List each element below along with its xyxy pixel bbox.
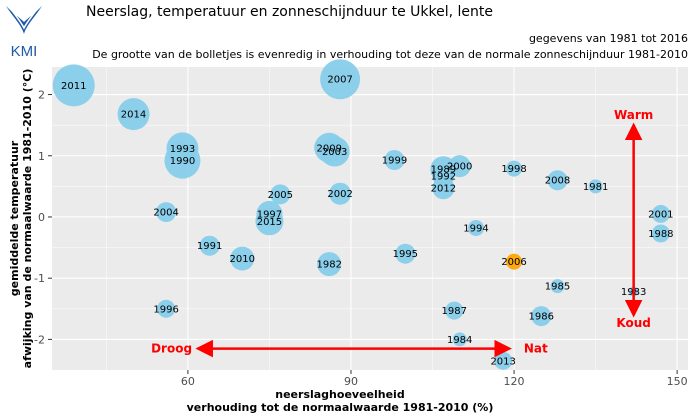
annotation-warm: Warm (614, 108, 653, 122)
bubble-label-1987: 1987 (442, 306, 467, 317)
bubble-2004 (156, 202, 177, 223)
bubble-2014 (117, 98, 150, 131)
bubble-label-2009: 2009 (317, 143, 342, 154)
bubble-2006 (506, 253, 523, 270)
bubble-1995 (395, 243, 416, 264)
bubble-2005 (270, 184, 291, 205)
bubble-label-1999: 1999 (382, 156, 407, 167)
bubble-label-2015: 2015 (257, 217, 282, 228)
bubble-label-1988: 1988 (648, 229, 673, 240)
bubble-1987 (445, 301, 464, 320)
grid-major (52, 67, 688, 370)
bubble-label-1985: 1985 (545, 282, 570, 293)
bubble-2003 (319, 136, 350, 167)
x-axis-ticks: 60 90 120 150 (181, 370, 688, 388)
bubble-1988 (651, 224, 670, 243)
y-tick-label: 0 (38, 211, 45, 224)
x-tick-label: 120 (504, 375, 525, 388)
bubble-label-1982: 1982 (317, 260, 342, 271)
bubble-1985 (550, 279, 565, 294)
x-axis-title-line1: neerslaghoeveelheid (275, 388, 404, 401)
bubble-2010 (230, 246, 255, 271)
annotation-arrows: Warm Koud Droog Nat (151, 108, 653, 358)
bubble-label-2012: 2012 (431, 184, 456, 195)
bubble-2001 (651, 204, 670, 223)
bubble-1998 (506, 160, 523, 177)
bubble-label-1984: 1984 (447, 335, 472, 346)
grid-minor (52, 67, 688, 370)
y-tick-label: -1 (34, 272, 45, 285)
bubble-label-1991: 1991 (197, 241, 222, 252)
bubble-label-2005: 2005 (268, 190, 293, 201)
bubble-label-1997: 1997 (257, 209, 282, 220)
bubble-2008 (547, 170, 568, 191)
bubble-1996 (157, 299, 176, 318)
bubble-label-2002: 2002 (327, 189, 352, 200)
kmi-logo: KMI (4, 4, 44, 60)
x-tick-label: 60 (181, 375, 195, 388)
annotation-droog: Droog (151, 342, 192, 356)
bubble-label-2006: 2006 (501, 257, 526, 268)
bubble-label-1998: 1998 (501, 164, 526, 175)
y-axis-title-line2: afwijking van de normaalwaarde 1981-2010… (21, 69, 34, 369)
chart-subtitle-bubble-note: De grootte van de bolletjes is evenredig… (92, 48, 688, 61)
bubble-label-2010: 2010 (230, 254, 255, 265)
chart-title: Neerslag, temperatuur en zonneschijnduur… (86, 4, 493, 20)
bubble-label-2007: 2007 (327, 75, 352, 86)
y-axis-ticks: -2 -1 0 1 2 (34, 89, 52, 346)
bubble-label-1981: 1981 (583, 182, 608, 193)
bubble-label-1990: 1990 (170, 156, 195, 167)
bubble-1994 (468, 219, 484, 236)
logo-text: KMI (11, 43, 38, 60)
bubble-2012 (432, 177, 455, 200)
chart-subtitle-period: gegevens van 1981 tot 2016 (528, 32, 688, 45)
bubble-label-2004: 2004 (153, 208, 178, 219)
bubble-1986 (531, 306, 552, 327)
bubble-label-2003: 2003 (322, 147, 347, 158)
x-tick-label: 150 (667, 375, 688, 388)
y-axis-title-line1: gemiddelde temperatuur (8, 140, 21, 296)
y-tick-label: -2 (34, 333, 45, 346)
bubble-label-2008: 2008 (545, 176, 570, 187)
bubble-label-2011: 2011 (61, 81, 86, 92)
bubble-1982 (317, 252, 342, 277)
bubble-label-1993: 1993 (170, 144, 195, 155)
annotation-nat: Nat (524, 342, 548, 356)
bubble-label-2000: 2000 (447, 162, 472, 173)
bubble-2015 (255, 207, 284, 236)
bubble-2007 (320, 59, 361, 100)
bubble-label-1996: 1996 (153, 304, 178, 315)
bubble-2000 (448, 155, 471, 178)
bubble-1981 (588, 179, 603, 194)
bubbles-layer (52, 59, 670, 370)
bubble-1999 (384, 150, 405, 171)
bubble-label-1995: 1995 (393, 249, 418, 260)
y-tick-label: 1 (38, 150, 45, 163)
bubble-label-1986: 1986 (529, 312, 554, 323)
bubble-label-1992: 1992 (431, 171, 456, 182)
plot-panel (52, 67, 688, 370)
bubble-2011 (52, 64, 95, 107)
bubble-label-1989: 1989 (431, 165, 456, 176)
bubble-label-1994: 1994 (463, 223, 488, 234)
bubble-label-2001: 2001 (648, 209, 673, 220)
bubble-label-2013: 2013 (490, 356, 515, 367)
annotation-koud: Koud (616, 316, 650, 330)
bubble-1990 (164, 142, 201, 179)
bubble-1991 (199, 235, 220, 256)
x-tick-label: 90 (344, 375, 358, 388)
bubble-label-2014: 2014 (121, 110, 146, 121)
bubble-2002 (329, 182, 352, 205)
y-tick-label: 2 (38, 89, 45, 102)
x-axis-title-line2: verhouding tot de normaalwaarde 1981-201… (187, 401, 494, 414)
